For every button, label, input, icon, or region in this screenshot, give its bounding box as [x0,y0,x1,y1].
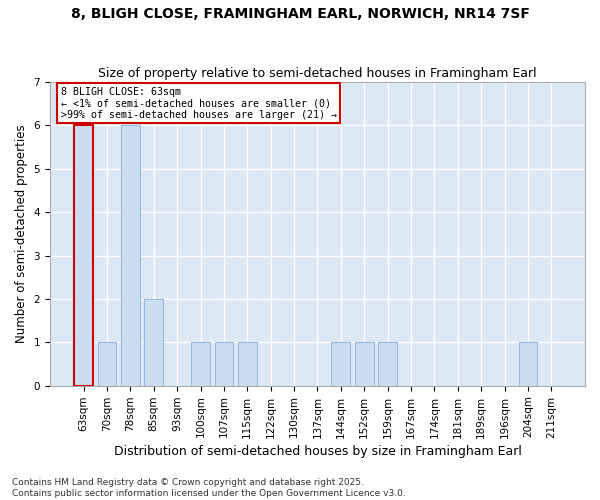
Text: Contains HM Land Registry data © Crown copyright and database right 2025.
Contai: Contains HM Land Registry data © Crown c… [12,478,406,498]
X-axis label: Distribution of semi-detached houses by size in Framingham Earl: Distribution of semi-detached houses by … [113,444,521,458]
Bar [238,342,257,386]
Bar [355,342,374,386]
Bar [98,342,116,386]
Bar [191,342,210,386]
Title: Size of property relative to semi-detached houses in Framingham Earl: Size of property relative to semi-detach… [98,66,537,80]
Text: 8, BLIGH CLOSE, FRAMINGHAM EARL, NORWICH, NR14 7SF: 8, BLIGH CLOSE, FRAMINGHAM EARL, NORWICH… [71,8,529,22]
Bar [215,342,233,386]
Text: 8 BLIGH CLOSE: 63sqm
← <1% of semi-detached houses are smaller (0)
>99% of semi-: 8 BLIGH CLOSE: 63sqm ← <1% of semi-detac… [61,86,337,120]
Bar [378,342,397,386]
Bar [518,342,537,386]
Bar [331,342,350,386]
Y-axis label: Number of semi-detached properties: Number of semi-detached properties [15,124,28,343]
Bar [74,126,93,386]
Bar [145,299,163,386]
Bar [121,126,140,386]
